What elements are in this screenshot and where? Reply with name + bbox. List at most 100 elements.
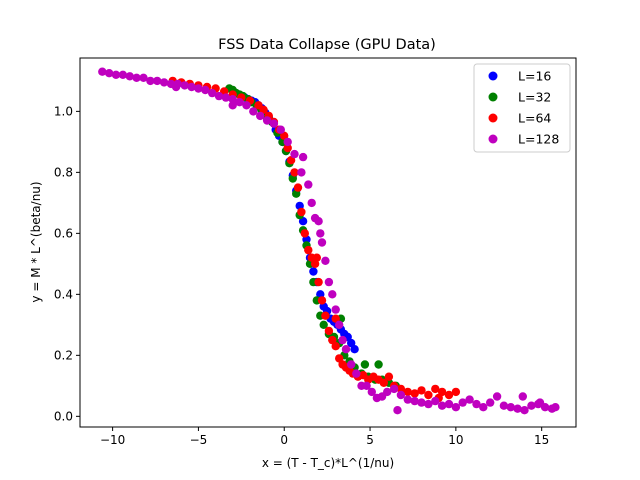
data-point (424, 399, 433, 409)
data-point (153, 76, 162, 86)
legend: L=16 L=32 L=64 L=128 (473, 63, 571, 153)
data-point (328, 335, 337, 345)
data-point (321, 311, 330, 320)
data-point (352, 369, 361, 378)
data-point (317, 238, 327, 247)
data-point (417, 398, 426, 407)
data-point (242, 101, 251, 110)
data-point (180, 81, 189, 90)
data-point (312, 253, 321, 262)
legend-marker (488, 92, 498, 102)
data-point (307, 198, 316, 208)
data-point (249, 107, 258, 116)
data-point (331, 342, 340, 351)
data-point (98, 67, 107, 76)
data-point (350, 345, 359, 354)
data-point (551, 403, 560, 412)
data-point (324, 326, 334, 336)
data-point (403, 395, 412, 404)
x-tick-label: −10 (100, 433, 125, 447)
data-point (331, 305, 340, 314)
data-point (159, 78, 169, 87)
data-point (362, 381, 371, 390)
data-point (472, 399, 481, 409)
data-point (374, 360, 383, 369)
data-point (194, 84, 203, 93)
data-point (304, 180, 313, 189)
data-point (486, 398, 495, 407)
data-point (187, 82, 196, 92)
data-point (286, 156, 296, 165)
legend-label: L=32 (518, 90, 551, 105)
data-point (424, 390, 433, 400)
data-point (396, 384, 406, 394)
data-point (139, 73, 148, 83)
axes-frame (79, 57, 577, 428)
data-point (492, 392, 502, 401)
y-tick-label: 1.0 (54, 104, 73, 118)
data-point (259, 105, 268, 115)
data-point (335, 320, 344, 329)
data-point (125, 72, 134, 81)
data-point (290, 149, 299, 159)
data-point (499, 401, 509, 410)
y-tick-label: 0.0 (54, 409, 73, 423)
data-point (518, 392, 527, 401)
data-point (458, 398, 467, 407)
data-point (105, 69, 114, 78)
x-tick-label: 0 (280, 433, 288, 447)
data-point (201, 85, 210, 95)
data-point (431, 396, 440, 406)
data-point (283, 137, 292, 147)
data-point (410, 396, 419, 406)
data-point (444, 399, 454, 409)
data-point (347, 338, 356, 348)
data-point (431, 384, 440, 394)
data-point (393, 406, 402, 415)
data-point (437, 401, 447, 410)
data-point (319, 320, 328, 329)
data-point (347, 360, 356, 369)
data-point (506, 403, 515, 412)
data-point (451, 387, 461, 397)
legend-marker (488, 113, 498, 123)
data-point (360, 360, 370, 369)
x-axis-label: x = (T - T_c)*L^(1/nu) (262, 456, 394, 470)
data-point (527, 401, 536, 410)
data-point (321, 256, 330, 265)
legend-label: L=64 (518, 111, 551, 126)
data-point (331, 314, 340, 323)
data-point (451, 403, 461, 412)
data-point (535, 398, 545, 407)
data-point (146, 76, 155, 86)
legend-label: L=128 (518, 132, 559, 147)
data-point (235, 98, 244, 107)
data-point (314, 217, 323, 226)
data-point (389, 384, 399, 394)
y-tick-label: 0.2 (54, 348, 73, 362)
data-point (276, 125, 285, 134)
data-point (384, 372, 394, 381)
data-point (269, 119, 279, 128)
data-point (304, 245, 313, 255)
data-point (171, 82, 181, 92)
legend-label: L=16 (518, 69, 551, 84)
data-point (228, 101, 237, 110)
data-point (300, 229, 309, 238)
x-tick-label: −5 (190, 433, 208, 447)
legend-marker (488, 134, 498, 144)
data-point (379, 378, 388, 387)
data-point (262, 116, 272, 125)
data-point (417, 386, 426, 395)
x-tick-label: 10 (448, 433, 463, 447)
data-point (317, 296, 327, 305)
data-point (341, 345, 351, 354)
data-point (520, 406, 529, 415)
data-point (437, 387, 447, 397)
data-point (132, 73, 141, 83)
data-point (367, 387, 376, 397)
data-point (290, 168, 299, 177)
data-point (298, 217, 308, 226)
data-point (324, 277, 334, 287)
